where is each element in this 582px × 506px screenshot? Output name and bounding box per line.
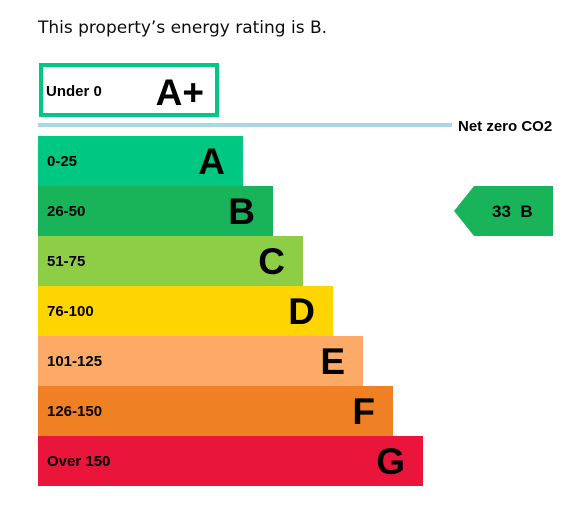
rating-band-e: 101-125 E <box>38 336 363 386</box>
rating-band-bar <box>38 336 363 386</box>
rating-band-letter: A <box>198 141 225 182</box>
rating-band-letter: C <box>258 241 285 282</box>
aplus-band-range: Under 0 <box>46 83 102 100</box>
rating-band-range: 126-150 <box>47 403 102 420</box>
rating-band-g: Over 150 G <box>38 436 423 486</box>
rating-band-letter: D <box>288 291 315 332</box>
rating-band-letter: B <box>228 191 255 232</box>
rating-band-letter: F <box>352 391 375 432</box>
rating-band-range: Over 150 <box>47 453 110 470</box>
current-rating-arrow <box>454 186 553 236</box>
rating-band-range: 0-25 <box>47 153 77 170</box>
aplus-band-letter: A+ <box>156 72 204 113</box>
rating-band-bar <box>38 136 243 186</box>
current-rating-indicator: 33 B <box>454 186 553 236</box>
rating-band-d: 76-100 D <box>38 286 333 336</box>
rating-band-range: 76-100 <box>47 303 94 320</box>
rating-band-f: 126-150 F <box>38 386 393 436</box>
rating-bands: 0-25 A 26-50 B 51-75 C 76-100 D 101-125 E 126-150 F… <box>38 136 423 486</box>
rating-band-letter: G <box>376 441 405 482</box>
rating-band-letter: E <box>320 341 345 382</box>
rating-band-range: 51-75 <box>47 253 85 270</box>
rating-band-b: 26-50 B <box>38 186 273 236</box>
rating-band-c: 51-75 C <box>38 236 303 286</box>
rating-band-bar <box>38 386 393 436</box>
rating-band-bar <box>38 236 303 286</box>
aplus-band-box <box>39 63 219 117</box>
net-zero-marker: Net zero CO2 <box>38 118 552 135</box>
net-zero-label: Net zero CO2 <box>458 118 552 135</box>
rating-band-bar <box>38 436 423 486</box>
current-rating-label: 33 B <box>492 202 533 221</box>
rating-intro-text: This property’s energy rating is B. <box>38 18 328 38</box>
rating-band-a: 0-25 A <box>38 136 243 186</box>
rating-band-bar <box>38 286 333 336</box>
aplus-band: Under 0 A+ <box>39 63 219 117</box>
rating-band-range: 101-125 <box>47 353 102 370</box>
rating-band-range: 26-50 <box>47 203 85 220</box>
rating-band-bar <box>38 186 273 236</box>
